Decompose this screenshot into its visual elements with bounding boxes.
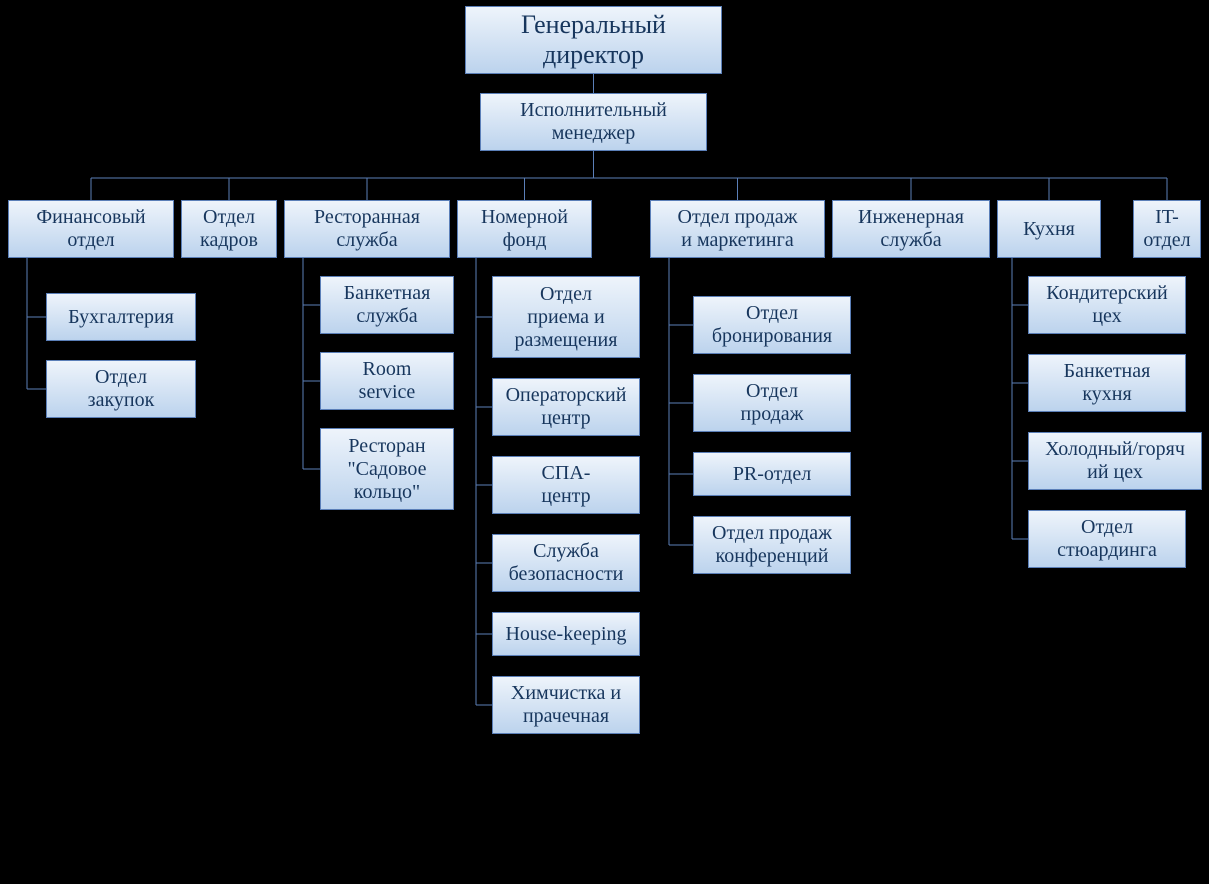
org-node-d4c6: Химчистка и прачечная bbox=[492, 676, 640, 734]
org-node-d7c4: Отдел стюардинга bbox=[1028, 510, 1186, 568]
org-node-d4c2: Операторский центр bbox=[492, 378, 640, 436]
org-node-d5c1: Отдел бронирования bbox=[693, 296, 851, 354]
org-node-d3: Ресторанная служба bbox=[284, 200, 450, 258]
org-node-d7c3: Холодный/горяч ий цех bbox=[1028, 432, 1202, 490]
org-node-d1c2: Отдел закупок bbox=[46, 360, 196, 418]
org-node-d7: Кухня bbox=[997, 200, 1101, 258]
org-node-d4: Номерной фонд bbox=[457, 200, 592, 258]
org-node-d6: Инженерная служба bbox=[832, 200, 990, 258]
org-node-d5c2: Отдел продаж bbox=[693, 374, 851, 432]
org-node-exec: Исполнительный менеджер bbox=[480, 93, 707, 151]
org-node-d5c4: Отдел продаж конференций bbox=[693, 516, 851, 574]
org-node-d7c2: Банкетная кухня bbox=[1028, 354, 1186, 412]
org-node-d3c2: Room service bbox=[320, 352, 454, 410]
org-node-d3c1: Банкетная служба bbox=[320, 276, 454, 334]
org-node-root: Генеральный директор bbox=[465, 6, 722, 74]
org-node-d7c1: Кондитерский цех bbox=[1028, 276, 1186, 334]
org-node-d8: IT- отдел bbox=[1133, 200, 1201, 258]
org-node-d5: Отдел продаж и маркетинга bbox=[650, 200, 825, 258]
org-node-d1c1: Бухгалтерия bbox=[46, 293, 196, 341]
org-node-d4c4: Служба безопасности bbox=[492, 534, 640, 592]
org-node-d3c3: Ресторан "Садовое кольцо" bbox=[320, 428, 454, 510]
org-node-d4c3: СПА- центр bbox=[492, 456, 640, 514]
org-chart: Генеральный директор Исполнительный менед… bbox=[0, 0, 1209, 884]
org-node-d2: Отдел кадров bbox=[181, 200, 277, 258]
org-node-d4c5: House-keeping bbox=[492, 612, 640, 656]
org-node-d4c1: Отдел приема и размещения bbox=[492, 276, 640, 358]
org-node-d5c3: PR-отдел bbox=[693, 452, 851, 496]
org-node-d1: Финансовый отдел bbox=[8, 200, 174, 258]
